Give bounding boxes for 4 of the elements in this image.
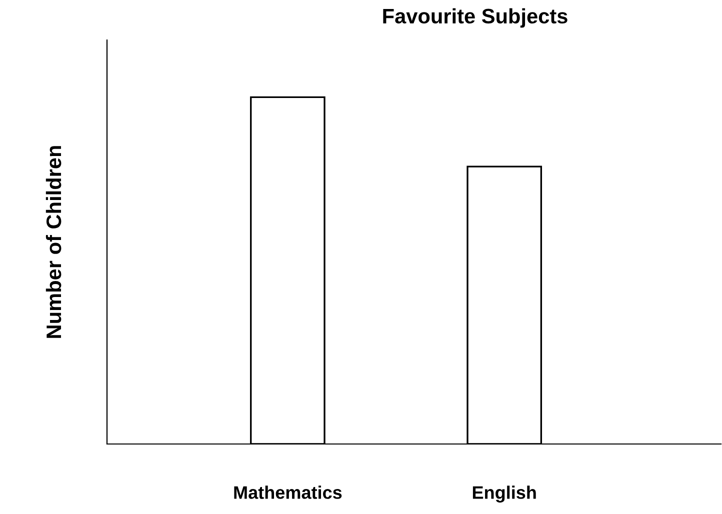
x-tick-label: English bbox=[472, 486, 536, 503]
y-axis-title: Number of Children bbox=[46, 146, 62, 338]
x-tick-label: Mathematics bbox=[234, 486, 342, 499]
chart-title: Favourite Subjects bbox=[383, 8, 568, 28]
